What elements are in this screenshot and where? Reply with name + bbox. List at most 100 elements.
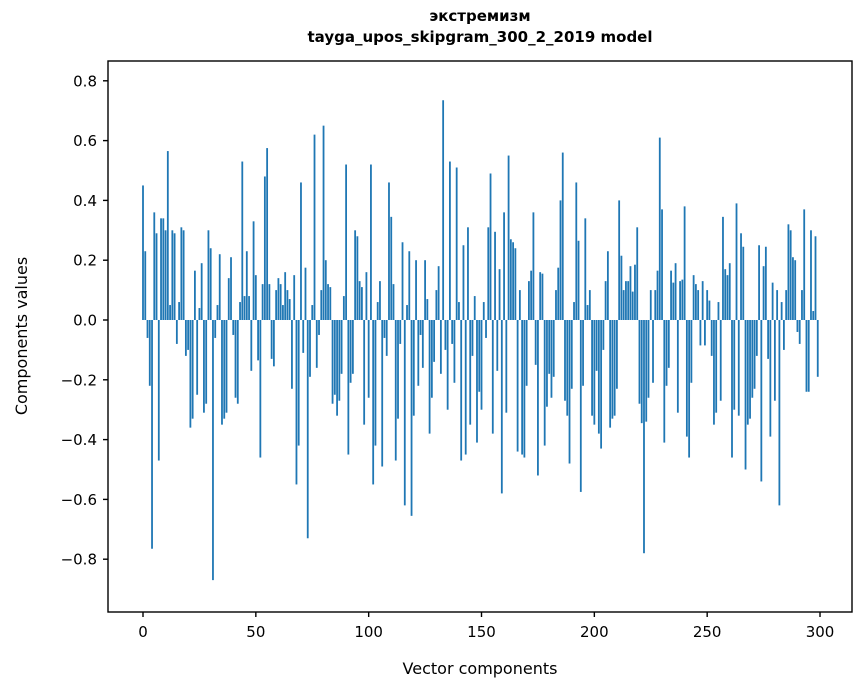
bar xyxy=(214,320,217,338)
bar xyxy=(532,212,535,320)
bar xyxy=(218,254,221,320)
bar xyxy=(737,320,740,416)
bar xyxy=(180,227,183,320)
y-tick-label: 0.8 xyxy=(73,72,97,90)
x-tick-label: 100 xyxy=(354,623,383,641)
bar xyxy=(498,269,501,320)
bar xyxy=(665,320,668,386)
bar xyxy=(591,320,593,416)
bar xyxy=(485,320,487,338)
bar xyxy=(216,305,219,320)
bar xyxy=(681,279,684,320)
bar xyxy=(408,251,411,320)
bar xyxy=(512,242,514,320)
bar xyxy=(604,281,607,320)
bar xyxy=(275,290,278,320)
bar xyxy=(609,320,612,428)
bar xyxy=(616,320,618,389)
bar xyxy=(361,287,363,320)
bar xyxy=(205,320,208,404)
bar xyxy=(430,320,433,398)
bar xyxy=(304,267,307,320)
bar xyxy=(200,263,203,320)
bar xyxy=(460,320,463,461)
bar xyxy=(458,302,460,320)
x-tick-label: 250 xyxy=(693,623,722,641)
bar xyxy=(212,320,214,581)
bar xyxy=(552,320,555,377)
bar xyxy=(794,260,797,320)
bar xyxy=(676,320,679,413)
bar xyxy=(372,320,375,485)
bar xyxy=(634,264,636,320)
bar xyxy=(773,320,776,401)
bar xyxy=(683,206,686,320)
bar xyxy=(162,218,165,320)
bar xyxy=(166,151,169,320)
bar xyxy=(455,167,458,320)
bar xyxy=(286,290,289,320)
bar xyxy=(178,302,181,320)
bar xyxy=(428,320,431,434)
bar xyxy=(701,281,704,320)
bar xyxy=(399,320,402,344)
bar xyxy=(239,302,241,320)
bar xyxy=(570,320,573,389)
bar xyxy=(257,320,259,361)
bar xyxy=(753,320,756,389)
bar xyxy=(803,209,806,320)
bar xyxy=(329,287,332,320)
bar xyxy=(164,230,167,320)
y-tick-label: −0.4 xyxy=(61,431,97,449)
bar xyxy=(207,230,210,320)
y-axis-ticks: 0.8 0.6 0.4 0.2 0.0 −0.2 −0.4 −0.6 −0.8 xyxy=(61,72,108,569)
bar xyxy=(365,272,368,320)
bar xyxy=(437,266,440,320)
bar xyxy=(719,320,722,401)
bar xyxy=(523,320,526,458)
bar xyxy=(600,320,603,449)
bar xyxy=(694,284,697,320)
bar xyxy=(503,212,505,320)
bar xyxy=(514,248,517,320)
bar xyxy=(313,134,316,320)
bar xyxy=(388,182,390,320)
bar xyxy=(555,290,557,320)
bar xyxy=(462,245,465,320)
bar xyxy=(778,320,781,506)
bar xyxy=(726,275,729,320)
bar xyxy=(735,203,738,320)
bar xyxy=(674,263,677,320)
bar xyxy=(525,320,528,386)
bar xyxy=(521,320,524,455)
bar xyxy=(625,281,627,320)
bar xyxy=(780,302,783,320)
bar xyxy=(548,320,551,374)
bar xyxy=(144,251,147,320)
bar xyxy=(627,281,630,320)
bar xyxy=(658,137,661,320)
bar xyxy=(708,300,711,320)
bar xyxy=(320,290,323,320)
bar xyxy=(789,230,792,320)
bar xyxy=(345,164,347,320)
bar xyxy=(652,320,654,383)
bar xyxy=(263,176,266,320)
bar xyxy=(749,320,751,419)
axes-box xyxy=(107,60,853,613)
bar xyxy=(151,320,153,549)
bar xyxy=(785,290,788,320)
bar xyxy=(236,320,239,404)
bar xyxy=(464,320,467,455)
x-tick-label: 0 xyxy=(138,623,148,641)
bar xyxy=(715,320,718,413)
bar xyxy=(435,290,438,320)
bar xyxy=(340,320,343,374)
bar xyxy=(706,290,709,320)
bar xyxy=(191,320,194,419)
bar xyxy=(358,281,361,320)
bar xyxy=(173,233,176,320)
bar xyxy=(250,320,253,371)
bar xyxy=(722,216,724,320)
